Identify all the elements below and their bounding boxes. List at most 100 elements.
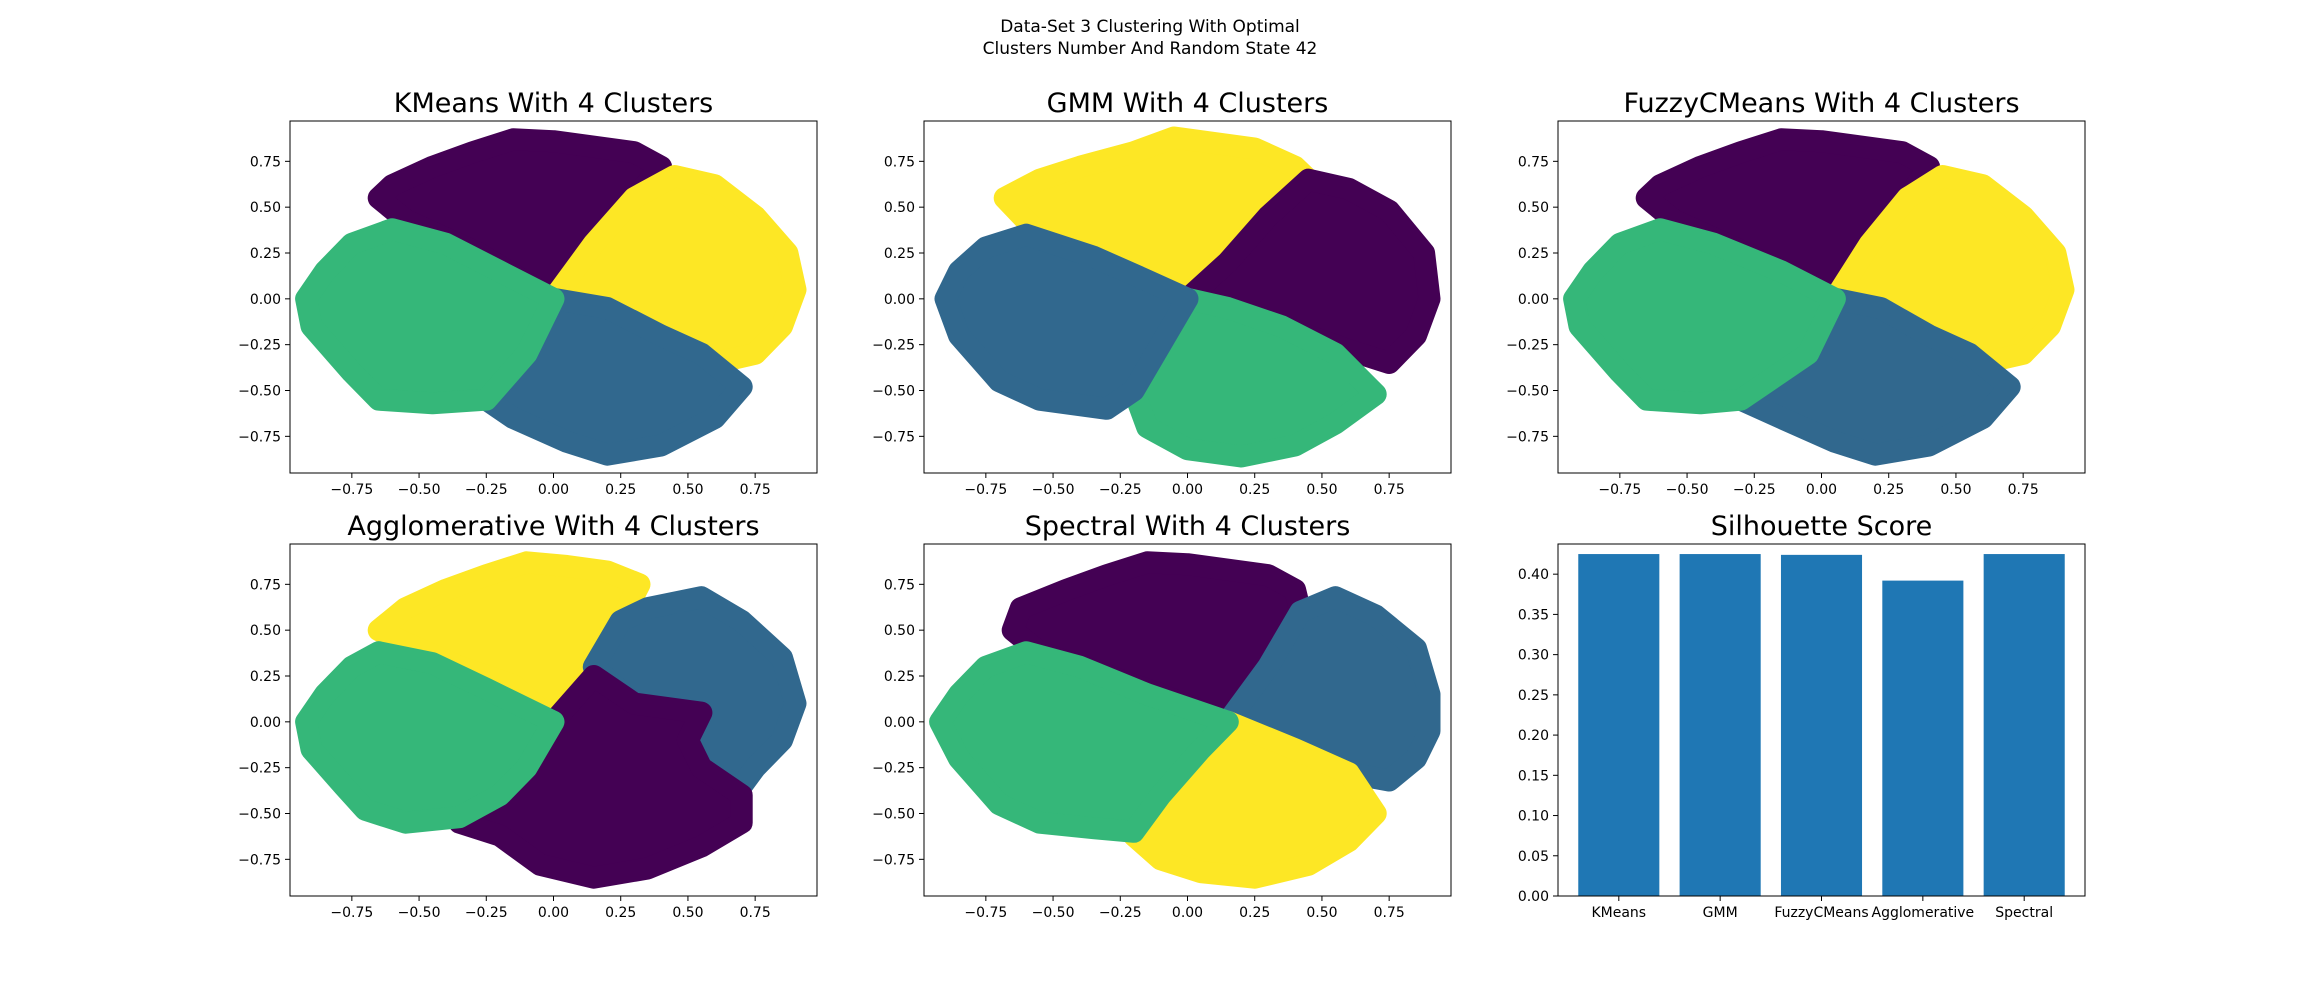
y-tick-label: 0.25 [1518,688,1549,704]
y-tick-label: 0.50 [250,623,281,639]
x-tick-label: 0.00 [538,482,569,498]
y-tick-label: 0.00 [1518,889,1549,905]
y-tick-label: 0.05 [1518,849,1549,865]
y-tick-label: −0.50 [872,807,915,823]
y-tick-label: 0.00 [884,715,915,731]
y-tick-label: 0.00 [250,292,281,308]
y-tick-label: 0.25 [884,669,915,685]
bar-fuzzycmeans [1780,554,1863,896]
y-tick-label: −0.50 [238,384,281,400]
y-tick-label: 0.75 [250,154,281,170]
y-tick-label: −0.50 [872,384,915,400]
x-tick-label: 0.50 [1306,905,1337,921]
y-tick-label: 0.25 [884,246,915,262]
cluster-3 [1563,218,1846,415]
y-tick-label: 0.25 [250,246,281,262]
x-tick-label: 0.50 [672,482,703,498]
suptitle-line-2: Clusters Number And Random State 42 [982,39,1318,59]
suptitle-line-1: Data-Set 3 Clustering With Optimal [1000,17,1300,37]
y-tick-label: −0.25 [872,761,915,777]
subplot-title: Spectral With 4 Clusters [1025,511,1351,542]
x-tick-label: −0.75 [964,905,1007,921]
x-tick-label: 0.25 [1239,482,1270,498]
subplot-5: Spectral With 4 Clusters −0.75 −0.50 −0.25 0… [872,511,1452,921]
x-tick-label: 0.00 [1172,905,1203,921]
y-tick-label: 0.00 [884,292,915,308]
scatter-points [295,128,807,466]
cluster-3 [934,223,1199,420]
y-tick-label: 0.35 [1518,607,1549,623]
y-tick-label: 0.30 [1518,648,1549,664]
y-tick-label: −0.75 [1506,429,1549,445]
x-tick-label: −0.25 [465,905,508,921]
x-tick-label: −0.25 [1099,905,1142,921]
x-tick-label: −0.75 [330,482,373,498]
bar-gmm [1679,554,1761,896]
x-tick-label: GMM [1703,905,1738,921]
scatter-points [1563,128,2075,466]
cluster-3 [295,641,565,834]
scatter-points [295,551,807,889]
x-tick-label: FuzzyCMeans [1774,905,1868,921]
x-tick-label: −0.25 [1099,482,1142,498]
x-tick-label: −0.25 [1733,482,1776,498]
x-tick-label: 0.25 [605,482,636,498]
y-tick-label: 0.75 [250,577,281,593]
x-tick-label: KMeans [1591,905,1646,921]
x-tick-label: 0.75 [1374,482,1405,498]
scatter-points [934,126,1441,468]
x-tick-label: 0.00 [538,905,569,921]
y-tick-label: 0.50 [884,623,915,639]
y-tick-label: −0.75 [238,429,281,445]
bar-spectral [1983,554,2065,896]
x-tick-label: −0.75 [330,905,373,921]
x-tick-label: Spectral [1995,905,2053,921]
subplot-title: GMM With 4 Clusters [1047,88,1329,119]
x-tick-label: 0.25 [605,905,636,921]
y-tick-label: −0.50 [238,807,281,823]
y-tick-label: 0.50 [1518,200,1549,216]
x-tick-label: −0.50 [398,905,441,921]
subplot-2: GMM With 4 Clusters −0.75 −0.50 −0.25 0.00 0.… [872,88,1452,498]
x-tick-label: 0.50 [1940,482,1971,498]
y-tick-label: −0.25 [1506,338,1549,354]
y-tick-label: −0.25 [872,338,915,354]
bar-kmeans [1578,554,1660,896]
x-tick-label: 0.50 [672,905,703,921]
x-tick-label: Agglomerative [1872,905,1975,921]
y-tick-label: 0.15 [1518,768,1549,784]
bar-agglomerative [1882,580,1964,896]
figure-suptitle: Data-Set 3 Clustering With Optimal Clust… [0,16,2300,60]
y-tick-label: 0.50 [884,200,915,216]
subplot-3: FuzzyCMeans With 4 Clusters −0.75 −0.50 −0.… [1506,88,2086,498]
y-tick-label: −0.25 [238,761,281,777]
x-tick-label: 0.75 [740,482,771,498]
y-tick-label: 0.75 [884,154,915,170]
y-tick-label: −0.25 [238,338,281,354]
y-tick-label: −0.75 [872,852,915,868]
x-tick-label: 0.00 [1806,482,1837,498]
axes-frame [1557,543,2086,897]
cluster-3 [929,641,1239,843]
y-tick-label: 0.25 [1518,246,1549,262]
subplot-title: Agglomerative With 4 Clusters [347,511,759,542]
x-tick-label: −0.50 [1666,482,1709,498]
y-tick-label: 0.00 [1518,292,1549,308]
x-tick-label: 0.50 [1306,482,1337,498]
subplot-4: Agglomerative With 4 Clusters −0.75 −0.50 −… [238,511,818,921]
x-tick-label: −0.25 [465,482,508,498]
y-tick-label: 0.10 [1518,809,1549,825]
x-tick-label: 0.75 [2008,482,2039,498]
x-tick-label: 0.75 [740,905,771,921]
y-tick-label: 0.75 [1518,154,1549,170]
y-tick-label: 0.75 [884,577,915,593]
y-tick-label: 0.40 [1518,567,1549,583]
x-tick-label: −0.50 [398,482,441,498]
subplot-title: FuzzyCMeans With 4 Clusters [1623,88,2019,119]
x-tick-label: 0.25 [1239,905,1270,921]
x-tick-label: −0.50 [1032,482,1075,498]
y-tick-label: 0.00 [250,715,281,731]
cluster-3 [295,218,565,415]
scatter-points [929,551,1441,889]
